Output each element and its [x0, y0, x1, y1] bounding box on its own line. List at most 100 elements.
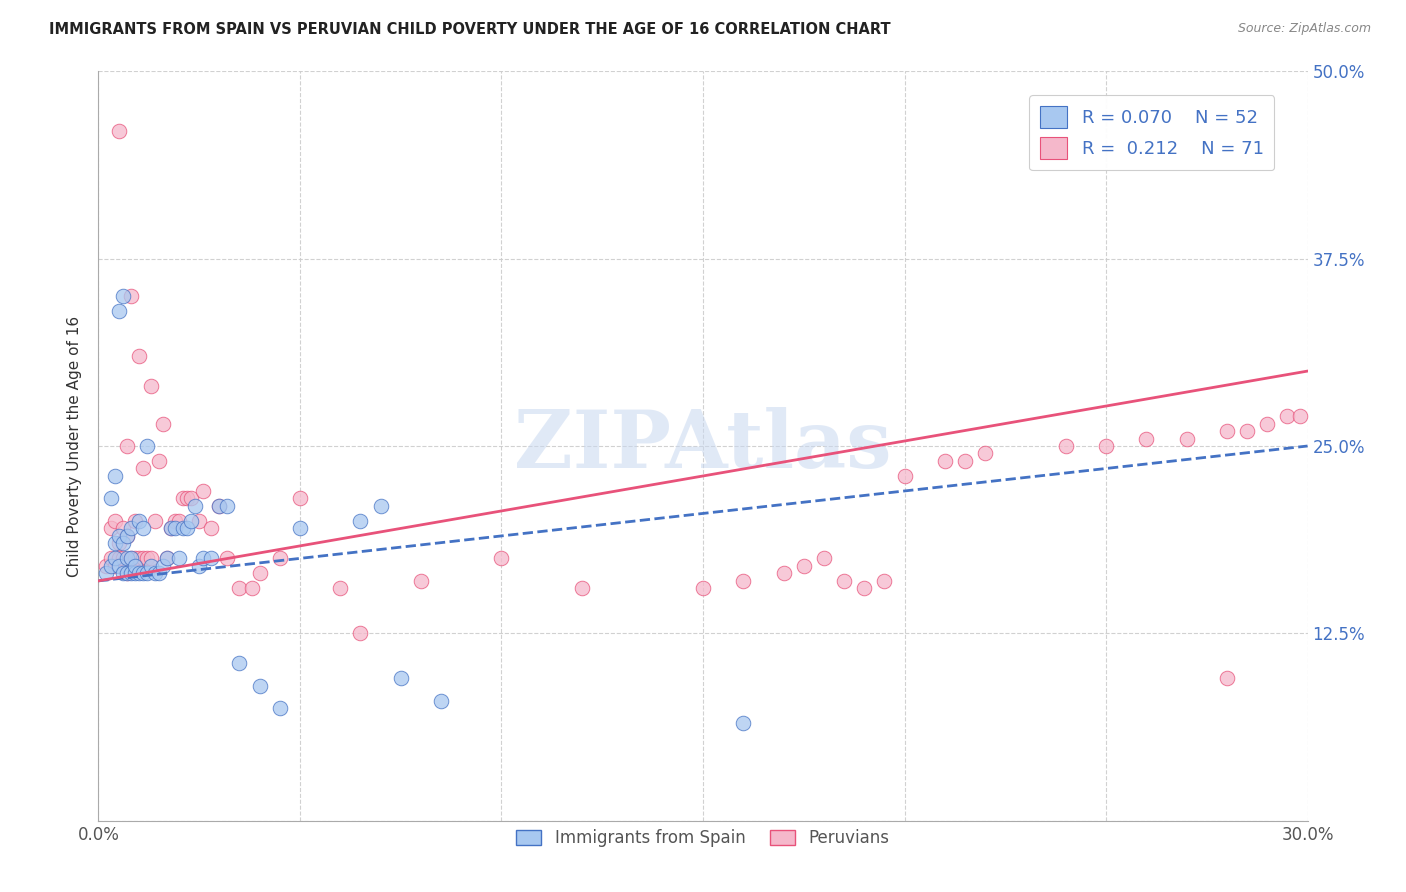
Point [208, 499, 231, 513]
Point [249, 566, 271, 581]
Point [1054, 439, 1077, 453]
Point [193, 483, 215, 498]
Point [111, 551, 134, 566]
Point [103, 551, 125, 566]
Point [143, 566, 166, 581]
Point [132, 521, 155, 535]
Point [1175, 432, 1198, 446]
Point [188, 558, 211, 573]
Point [139, 551, 162, 566]
Point [217, 499, 239, 513]
Point [135, 439, 157, 453]
Point [172, 491, 194, 506]
Point [148, 454, 170, 468]
Point [228, 657, 250, 671]
Legend: Immigrants from Spain, Peruvians: Immigrants from Spain, Peruvians [509, 822, 897, 854]
Point [974, 446, 997, 460]
Point [240, 582, 263, 596]
Point [1216, 424, 1239, 438]
Point [772, 566, 794, 581]
Point [217, 551, 239, 566]
Point [430, 694, 453, 708]
Point [100, 491, 122, 506]
Point [124, 558, 146, 573]
Point [180, 514, 202, 528]
Point [193, 551, 215, 566]
Point [115, 551, 138, 566]
Point [103, 469, 125, 483]
Text: IMMIGRANTS FROM SPAIN VS PERUVIAN CHILD POVERTY UNDER THE AGE OF 16 CORRELATION : IMMIGRANTS FROM SPAIN VS PERUVIAN CHILD … [49, 22, 891, 37]
Point [733, 716, 755, 731]
Point [1277, 409, 1299, 423]
Point [107, 558, 129, 573]
Point [1288, 409, 1310, 423]
Point [132, 551, 155, 566]
Y-axis label: Child Poverty Under the Age of 16: Child Poverty Under the Age of 16 [67, 316, 83, 576]
Point [200, 521, 222, 535]
Point [176, 491, 198, 506]
Point [188, 514, 211, 528]
Point [107, 304, 129, 318]
Point [128, 566, 150, 581]
Point [152, 417, 174, 431]
Point [120, 551, 142, 566]
Point [180, 491, 202, 506]
Point [1216, 671, 1239, 685]
Point [120, 566, 142, 581]
Point [103, 536, 125, 550]
Point [115, 529, 138, 543]
Point [135, 551, 157, 566]
Point [96, 558, 118, 573]
Point [103, 514, 125, 528]
Point [111, 566, 134, 581]
Point [793, 558, 815, 573]
Point [370, 499, 392, 513]
Point [167, 551, 190, 566]
Point [135, 566, 157, 581]
Point [111, 289, 134, 303]
Point [156, 551, 179, 566]
Point [1236, 424, 1258, 438]
Point [208, 499, 231, 513]
Point [107, 536, 129, 550]
Point [269, 701, 291, 715]
Point [107, 529, 129, 543]
Point [491, 551, 513, 566]
Point [96, 566, 118, 581]
Point [288, 491, 311, 506]
Point [120, 551, 142, 566]
Point [103, 558, 125, 573]
Text: ZIPAtlas: ZIPAtlas [515, 407, 891, 485]
Point [1135, 432, 1157, 446]
Point [124, 514, 146, 528]
Point [124, 566, 146, 581]
Point [132, 461, 155, 475]
Point [953, 454, 976, 468]
Point [1095, 439, 1118, 453]
Point [934, 454, 956, 468]
Point [115, 439, 138, 453]
Point [115, 529, 138, 543]
Point [329, 582, 352, 596]
Point [349, 514, 371, 528]
Point [349, 626, 371, 640]
Point [172, 521, 194, 535]
Point [163, 514, 186, 528]
Point [124, 551, 146, 566]
Point [100, 558, 122, 573]
Point [873, 574, 896, 588]
Point [128, 514, 150, 528]
Point [148, 566, 170, 581]
Point [184, 499, 207, 513]
Point [100, 551, 122, 566]
Point [143, 514, 166, 528]
Point [132, 566, 155, 581]
Point [156, 551, 179, 566]
Point [139, 558, 162, 573]
Text: Source: ZipAtlas.com: Source: ZipAtlas.com [1237, 22, 1371, 36]
Point [115, 566, 138, 581]
Point [128, 349, 150, 363]
Point [571, 582, 593, 596]
Point [288, 521, 311, 535]
Point [120, 289, 142, 303]
